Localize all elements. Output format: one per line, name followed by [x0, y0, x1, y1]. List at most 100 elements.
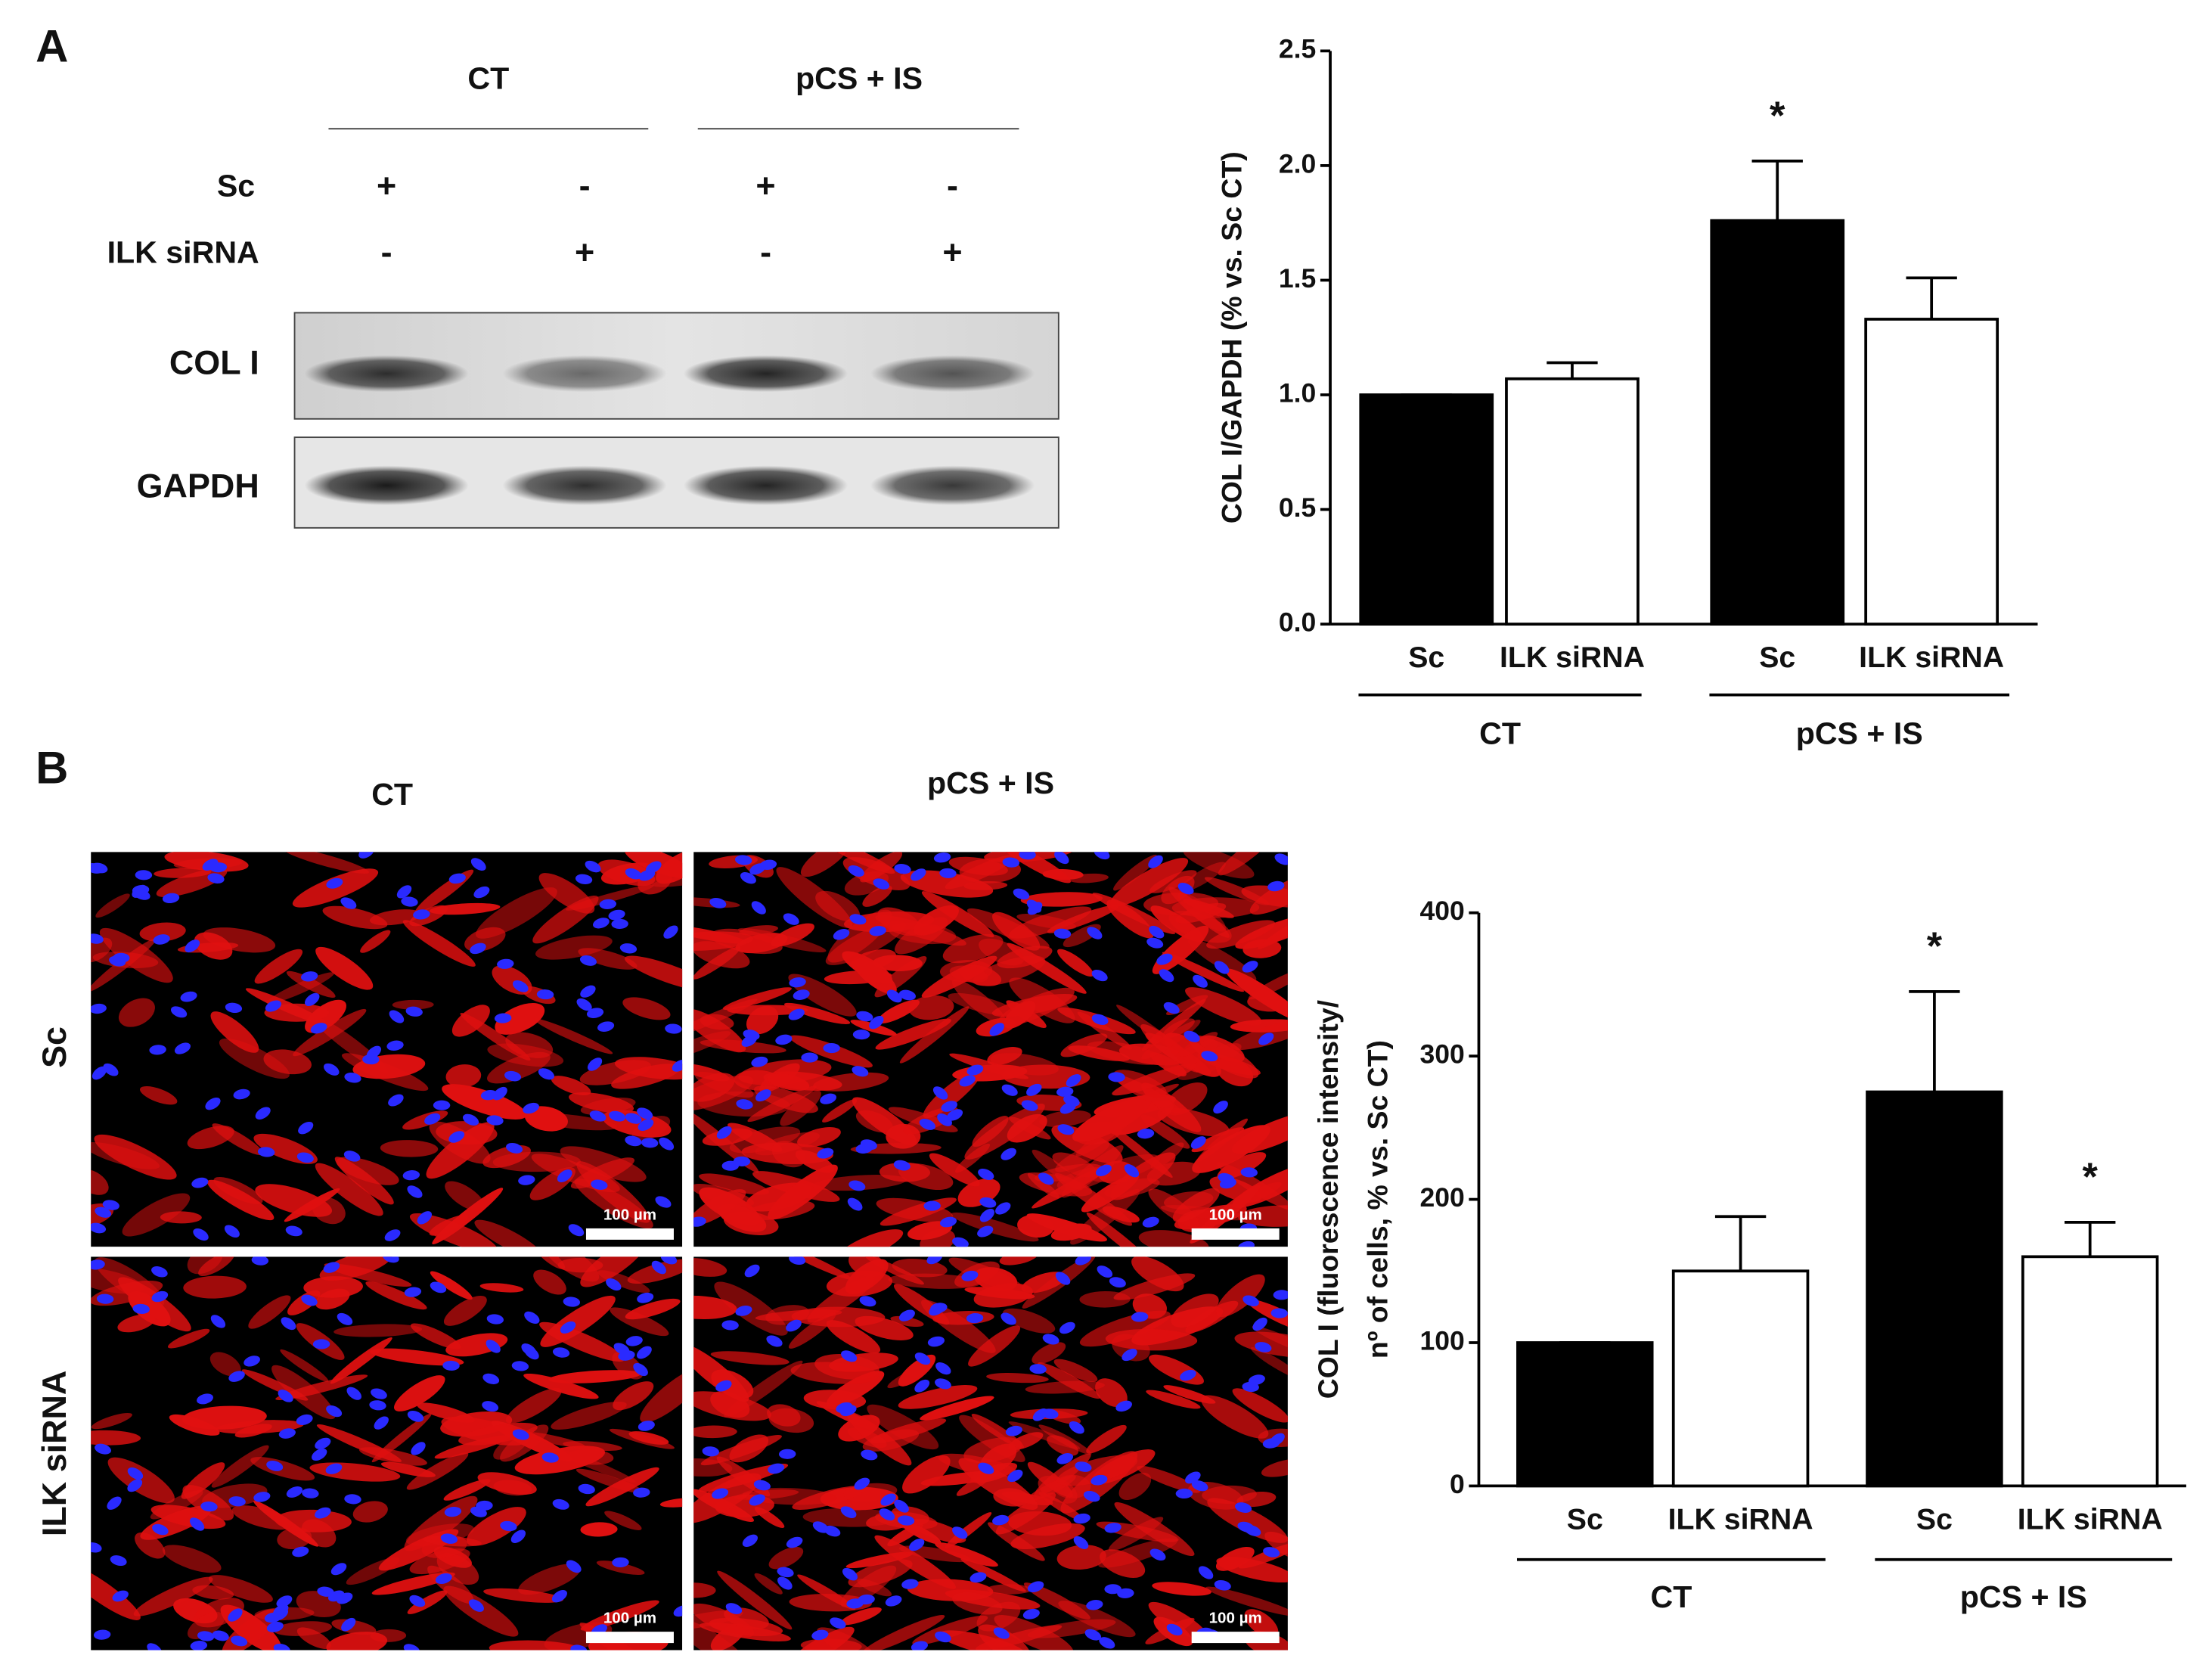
cell [118, 998, 155, 1027]
nucleus [1001, 1148, 1016, 1160]
cell [483, 1588, 563, 1603]
nucleus [91, 1259, 105, 1270]
blot-label: GAPDH [137, 466, 259, 505]
cell [872, 955, 923, 971]
band [502, 355, 667, 393]
nucleus [1019, 852, 1036, 860]
nucleus [197, 1631, 215, 1641]
cell [746, 1005, 779, 1035]
cell [570, 1157, 635, 1189]
cell [979, 938, 1024, 966]
cell [788, 1312, 836, 1349]
cell [578, 948, 638, 970]
nucleus [1243, 1295, 1259, 1306]
nucleus [801, 1052, 818, 1063]
nucleus [153, 934, 170, 945]
nucleus [775, 1034, 793, 1045]
cell [717, 1570, 793, 1630]
nucleus [751, 901, 766, 915]
nucleus [315, 1507, 331, 1519]
nucleus [1075, 1256, 1091, 1266]
nucleus [1263, 1547, 1280, 1557]
nucleus [1038, 1172, 1054, 1185]
nucleus [1149, 925, 1165, 939]
nucleus [407, 1410, 424, 1422]
cell [234, 1424, 272, 1438]
cell [901, 1521, 942, 1545]
nucleus [606, 1278, 622, 1291]
nucleus [552, 1498, 569, 1510]
nucleus [448, 1131, 465, 1143]
cell [949, 965, 988, 983]
nucleus [132, 885, 150, 896]
nucleus [276, 1595, 293, 1607]
cell [723, 1211, 779, 1235]
cell [693, 1295, 737, 1320]
y-tick-label: 2.0 [1279, 148, 1316, 179]
cell [1218, 852, 1275, 876]
cell [1204, 877, 1270, 905]
cell [162, 1545, 222, 1573]
nucleus [486, 1115, 504, 1126]
cell [1171, 1293, 1219, 1328]
y-tick-label: 1.5 [1279, 263, 1316, 293]
nucleus [751, 1056, 768, 1067]
nucleus [793, 989, 810, 1000]
nucleus [712, 1488, 729, 1499]
cell [139, 922, 186, 942]
cell [855, 1110, 893, 1133]
nucleus [430, 1281, 447, 1293]
condition-label: pCS + IS [796, 61, 923, 96]
nucleus [310, 1023, 327, 1034]
nucleus [880, 1493, 896, 1506]
cell [1148, 1601, 1208, 1641]
cell [315, 946, 374, 990]
cell [539, 1321, 625, 1362]
cell [322, 905, 388, 930]
nucleus [861, 1449, 878, 1461]
nucleus [541, 1452, 559, 1463]
y-axis-label: COL I/GAPDH (% vs. Sc CT) [1216, 151, 1248, 523]
nucleus [185, 939, 200, 953]
cell [991, 993, 1078, 1017]
sign: - [381, 233, 392, 272]
nucleus [1013, 888, 1030, 900]
nucleus [901, 1579, 919, 1589]
cell [187, 1612, 225, 1640]
nucleus [1214, 961, 1230, 974]
charts: 0.0 0.5 1.0 1.5 2.0 2.5 COL I/GAPDH (% vs. Sc … [1216, 34, 2186, 1614]
nucleus [296, 1414, 313, 1425]
nucleus [1094, 852, 1110, 860]
cell [888, 1273, 982, 1289]
cell [326, 1632, 388, 1651]
nucleus [1055, 1272, 1071, 1285]
nucleus [1267, 880, 1285, 892]
cell [1007, 943, 1087, 994]
sign: - [579, 166, 591, 205]
nucleus [995, 1202, 1011, 1215]
cell [1137, 1465, 1201, 1493]
cell [495, 1002, 545, 1035]
nucleus [933, 852, 951, 863]
nucleus [1258, 1033, 1274, 1045]
nucleus [388, 1094, 404, 1107]
nucleus [927, 1336, 945, 1347]
nucleus [885, 1595, 902, 1607]
cell [1050, 1223, 1092, 1241]
cell [187, 1126, 234, 1150]
nucleus [480, 1090, 498, 1101]
sign: - [947, 166, 958, 205]
nucleus [979, 1197, 997, 1208]
cell [302, 1519, 337, 1548]
micrograph: 100 µm [693, 852, 1288, 1247]
cell [521, 1431, 585, 1448]
nucleus [346, 1387, 362, 1400]
nucleus [473, 886, 490, 899]
nucleus [1091, 969, 1108, 982]
band [684, 355, 849, 393]
cell [580, 1522, 618, 1537]
nucleus [304, 992, 320, 1007]
cell [877, 999, 920, 1024]
nucleus [344, 1072, 361, 1083]
